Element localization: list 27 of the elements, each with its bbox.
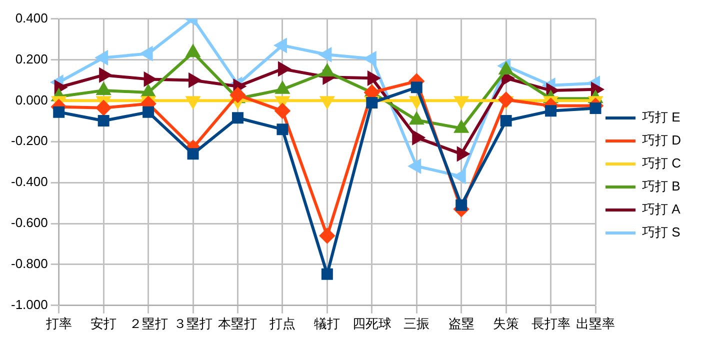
x-tick-label: ３塁打: [174, 316, 213, 331]
x-tick-label: 三振: [404, 316, 430, 331]
legend-label: 巧打 A: [642, 202, 681, 217]
x-tick-label: 出塁率: [576, 316, 615, 331]
x-tick-label: 四死球: [352, 316, 392, 331]
x-tick-label: 長打率: [531, 316, 570, 331]
y-tick-label: 0.200: [15, 51, 48, 66]
x-tick-label: 安打: [90, 316, 117, 331]
x-tick-label: 打点: [268, 316, 296, 331]
legend-label: 巧打 S: [642, 224, 681, 240]
y-tick-label: 0.400: [15, 10, 48, 26]
x-tick-label: 本塁打: [218, 316, 258, 331]
y-tick-label: -1.000: [10, 296, 48, 312]
x-tick-label: 失策: [493, 316, 520, 331]
legend-label: 巧打 C: [642, 156, 681, 171]
y-tick-label: 0.000: [15, 92, 48, 108]
x-tick-label: 盗塁: [448, 316, 474, 331]
legend-label: 巧打 D: [642, 132, 681, 148]
x-tick-label: 打率: [44, 316, 72, 331]
legend-label: 巧打 B: [642, 178, 680, 194]
legend-label: 巧打 E: [642, 110, 681, 125]
x-tick-label: 犠打: [314, 316, 340, 331]
y-tick-label: -0.600: [10, 215, 48, 230]
y-tick-label: -0.200: [10, 133, 48, 148]
y-tick-label: -0.400: [10, 174, 48, 190]
y-tick-label: -0.800: [10, 256, 48, 272]
x-tick-label: ２塁打: [128, 316, 168, 331]
